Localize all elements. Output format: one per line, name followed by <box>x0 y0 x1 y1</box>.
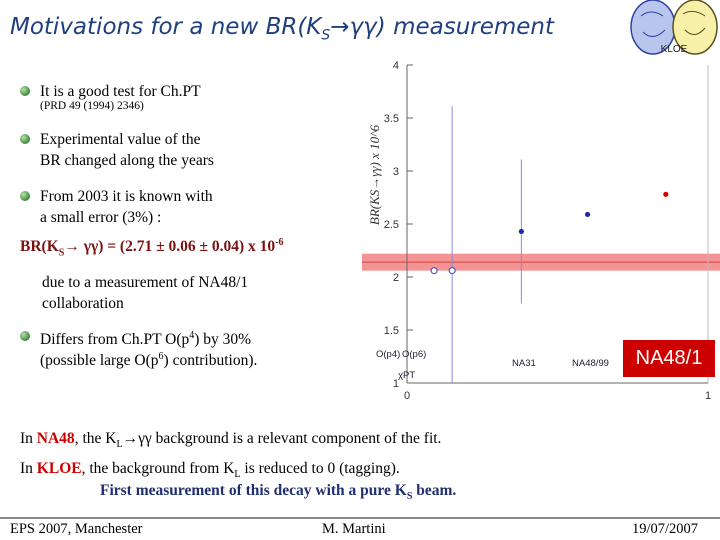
y-tick-label: 2 <box>393 272 399 284</box>
due-text: collaboration <box>42 295 124 312</box>
bullet-text: (possible large O(p6) contribution). <box>40 351 258 370</box>
category-label: NA31 <box>512 358 536 369</box>
br-chart: 11.522.533.540 1BR(KS→γγ) x 10^6 O(p4) O(p… <box>362 60 720 402</box>
bullet-text: It is a good test for Ch.PT <box>40 83 201 100</box>
reference-text: (PRD 49 (1994) 2346) <box>40 100 144 112</box>
na48-1-badge: NA48/1 <box>623 340 715 377</box>
kloe-note: In KLOE, the background from KL is reduc… <box>20 460 400 481</box>
bullet-text: Experimental value of the <box>40 131 201 148</box>
footer-date: 19/07/2007 <box>632 521 699 537</box>
bullet-icon <box>20 191 30 201</box>
svg-text:KLOE: KLOE <box>661 44 688 55</box>
bullet-icon <box>20 331 30 341</box>
due-text: due to a measurement of NA48/1 <box>42 274 249 291</box>
bullet-icon <box>20 86 30 96</box>
data-point-open <box>448 267 456 275</box>
y-axis-title: BR(KS→γγ) x 10^6 <box>367 124 382 225</box>
na48-note: In NA48, the KL→γγ background is a relev… <box>20 430 442 451</box>
kloe-logo: KLOE <box>629 0 720 56</box>
footer: EPS 2007, Manchester M. Martini 19/07/20… <box>0 517 720 540</box>
y-tick-label: 1.5 <box>384 325 399 337</box>
x-tick-label: 0 <box>404 390 410 402</box>
y-tick-label: 1 <box>393 378 399 390</box>
data-point-open <box>430 267 438 275</box>
slide-title: Motivations for a new BR(KS→γγ) measurem… <box>10 14 555 44</box>
category-label: O(p6) <box>402 349 426 360</box>
bullet-text: a small error (3%) : <box>40 209 162 226</box>
y-tick-label: 3.5 <box>384 113 399 125</box>
y-tick-label: 2.5 <box>384 219 399 231</box>
data-point <box>663 191 669 197</box>
footer-author: M. Martini <box>322 521 386 537</box>
bullet-text: From 2003 it is known with <box>40 188 213 205</box>
y-tick-label: 4 <box>393 60 399 72</box>
footer-rule <box>0 517 720 519</box>
category-label: NA48/99 <box>572 358 609 369</box>
data-point <box>518 228 524 235</box>
x-tick-label: 1 <box>705 390 711 402</box>
br-formula: BR(KS→ γγ) = (2.71 ± 0.06 ± 0.04) x 10-6 <box>20 237 284 259</box>
category-label: O(p4) <box>376 349 400 360</box>
category-label: χPT <box>398 370 415 381</box>
bullet-text: BR changed along the years <box>40 152 214 169</box>
y-tick-label: 3 <box>393 166 399 178</box>
bullet-icon <box>20 134 30 144</box>
bullet-text: Differs from Ch.PT O(p4) by 30% <box>40 330 252 349</box>
footer-event: EPS 2007, Manchester <box>10 521 143 537</box>
first-measurement-note: First measurement of this decay with a p… <box>100 482 457 503</box>
data-point <box>585 211 591 218</box>
